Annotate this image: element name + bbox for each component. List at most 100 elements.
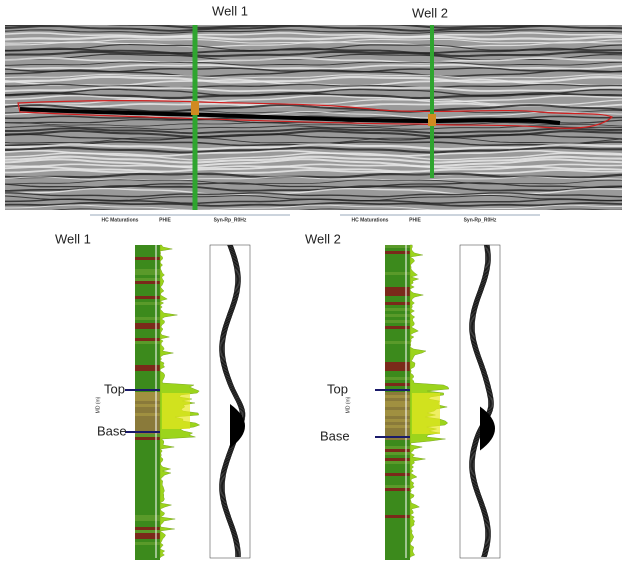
lithology-cell [385, 422, 410, 425]
lithology-cell [135, 491, 160, 494]
lithology-cell [135, 413, 160, 416]
lithology-cell [385, 308, 410, 311]
reflector [0, 212, 622, 217]
lithology-cell [385, 467, 410, 470]
lithology-cell [135, 542, 160, 545]
lithology-cell [385, 332, 410, 335]
reflector [5, 152, 622, 161]
reflector [5, 25, 622, 32]
reflector [5, 98, 622, 106]
lithology-cell [385, 437, 410, 440]
lithology-cell [135, 278, 160, 281]
lithology-cell [135, 311, 160, 314]
reflector [181, 25, 446, 26]
lithology-cell [385, 431, 410, 434]
lithology-cell [135, 446, 160, 449]
reflector [5, 61, 622, 66]
synthetic-peak [480, 406, 495, 451]
lithology-cell [385, 290, 410, 293]
synthetic-trace [220, 244, 242, 557]
reflector [5, 137, 622, 144]
lithology-cell [135, 254, 160, 257]
lithology-cell [135, 464, 160, 467]
lithology-cell [385, 434, 410, 437]
lithology-cell [385, 266, 410, 269]
lithology-cell [135, 317, 160, 320]
top-label: Top [104, 381, 125, 396]
reflector [5, 115, 622, 121]
well-2-zone [428, 114, 436, 126]
lithology-cell [135, 455, 160, 458]
synthetic-trace [473, 244, 493, 558]
lithology-cell [385, 536, 410, 539]
reflector [5, 94, 622, 103]
reflector [5, 192, 622, 198]
lithology-cell [135, 482, 160, 485]
lithology-cell [135, 335, 160, 338]
lithology-cell [385, 395, 410, 398]
lithology-cell [135, 470, 160, 473]
lithology-cell [385, 506, 410, 509]
lithology-cell [385, 458, 410, 461]
reflector [5, 83, 622, 89]
synthetic-trace [222, 244, 244, 557]
lithology-cell [385, 314, 410, 317]
phie-highlight [412, 393, 440, 434]
lithology-cell [135, 398, 160, 401]
lithology-cell [135, 329, 160, 332]
track-title: HC Maturations [352, 217, 389, 223]
lithology-cell [135, 380, 160, 383]
lithology-cell [135, 539, 160, 542]
lithology-cell [385, 350, 410, 353]
lithology-cell [135, 461, 160, 464]
lithology-cell [385, 356, 410, 359]
lithology-cell [135, 275, 160, 278]
lithology-cell [385, 320, 410, 323]
lithology-cell [135, 293, 160, 296]
reflector [5, 179, 622, 185]
reflector [5, 86, 622, 93]
synthetic-trace [221, 244, 243, 557]
lithology-cell [385, 473, 410, 476]
reflector [5, 165, 622, 173]
synthetic-trace [474, 244, 494, 558]
lithology-cell [135, 251, 160, 254]
reflector [5, 155, 622, 164]
well-logs: Well 1 HC Maturations PHIE Syn-Rp_R0Hz MD (m… [55, 214, 540, 560]
lithology-cell [385, 401, 410, 404]
lithology-cell [135, 266, 160, 269]
lithology-cell [135, 356, 160, 359]
reflector [5, 25, 622, 29]
lithology-cell [385, 260, 410, 263]
synthetic-track [459, 244, 501, 559]
lithology-cell [385, 533, 410, 536]
lithology-cell [135, 458, 160, 461]
depth-axis-label: MD (m) [95, 396, 101, 413]
reflector [5, 104, 622, 113]
lithology-cell [385, 296, 410, 299]
lithology-cell [385, 494, 410, 497]
lithology-cell [135, 449, 160, 452]
lithology-cell [385, 368, 410, 371]
lithology-cell [385, 527, 410, 530]
lithology-cell [385, 326, 410, 329]
reflector [5, 75, 622, 84]
lithology-cell [135, 386, 160, 389]
lithology-cell [135, 428, 160, 431]
lithology-cell [135, 422, 160, 425]
track-title: PHIE [409, 217, 421, 223]
log-panel: Well 2 HC Maturations PHIE Syn-Rp_R0Hz MD (m… [305, 214, 540, 560]
reflector [5, 38, 622, 44]
lithology-cell [135, 371, 160, 374]
lithology-cell [385, 263, 410, 266]
lithology-cell [385, 353, 410, 356]
lithology-cell [385, 299, 410, 302]
lithology-cell [385, 269, 410, 272]
lithology-cell [135, 326, 160, 329]
lithology-cell [385, 362, 410, 365]
lithology-cell [385, 344, 410, 347]
lithology-cell [135, 320, 160, 323]
lithology-cell [385, 359, 410, 362]
lithology-cell [385, 452, 410, 455]
synthetic-trace [471, 244, 492, 558]
